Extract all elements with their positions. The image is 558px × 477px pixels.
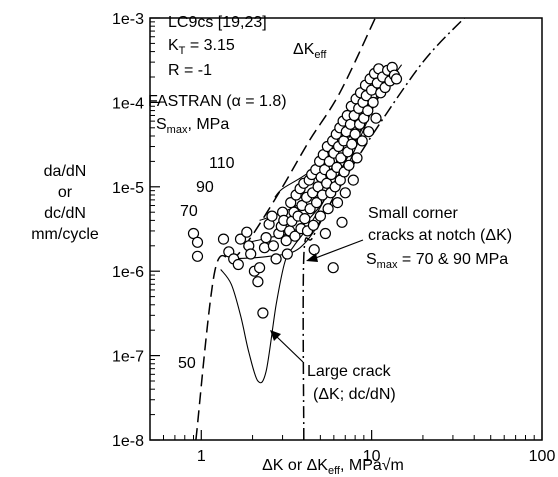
large-crack-line-2: (ΔK; dc/dN) <box>313 386 396 403</box>
y-tick-label: 1e-3 <box>112 11 144 28</box>
plot-frame <box>149 17 543 441</box>
x-axis-label: ΔK or ΔKeff, MPa√m <box>262 457 404 477</box>
y-tick-label: 1e-5 <box>112 180 144 197</box>
data-point <box>349 128 361 140</box>
small-crack-arrow <box>306 239 364 262</box>
y-axis-label-2: or <box>57 184 73 201</box>
curve-label-110: 110 <box>209 155 235 172</box>
data-point <box>336 216 348 228</box>
data-point <box>217 233 230 245</box>
y-axis-label-1: da/dN <box>43 163 87 180</box>
y-tick-label: 1e-8 <box>112 433 144 450</box>
large-crack-line-1: Large crack <box>307 363 392 380</box>
y-axis-label-4: mm/cycle <box>31 226 99 243</box>
model-label: FASTRAN (α = 1.8) <box>148 93 287 110</box>
data-point <box>322 203 334 215</box>
data-point <box>308 244 320 256</box>
data-point <box>311 197 323 209</box>
curve-label-90: 90 <box>196 179 214 196</box>
data-point <box>191 236 204 248</box>
data-point <box>281 248 293 260</box>
data-point <box>254 262 266 274</box>
data-point <box>252 276 264 288</box>
data-point <box>299 213 311 225</box>
data-point <box>234 233 247 245</box>
curve-large-crack <box>302 18 465 440</box>
data-point <box>232 258 244 271</box>
data-point <box>351 152 363 164</box>
x-tick-label: 1 <box>197 448 206 465</box>
data-point <box>314 210 326 222</box>
data-points <box>187 61 403 319</box>
data-point <box>327 262 339 274</box>
smax-label: Smax, MPa <box>156 116 229 136</box>
data-point <box>362 104 374 117</box>
data-point <box>363 126 375 138</box>
data-point <box>370 112 382 124</box>
x-tick-label: 10 <box>363 448 381 465</box>
data-point <box>258 242 271 254</box>
data-point <box>356 135 368 147</box>
data-point <box>280 235 292 247</box>
y-tick-label: 1e-7 <box>112 349 144 366</box>
x-tick-label: 100 <box>529 448 556 465</box>
data-point <box>346 138 358 150</box>
data-point <box>289 230 301 242</box>
data-point <box>339 187 351 199</box>
data-point <box>343 159 355 171</box>
data-point <box>241 226 253 238</box>
data-point <box>319 227 331 240</box>
dkeff-label: ΔKeff <box>293 41 327 61</box>
data-point <box>245 248 257 260</box>
data-point <box>335 152 347 164</box>
small-crack-line-2: cracks at notch (ΔK) <box>368 227 512 244</box>
y-tick-label: 1e-4 <box>112 95 144 112</box>
data-point <box>331 197 344 209</box>
large-crack-arrow <box>270 330 304 363</box>
data-point <box>270 253 282 265</box>
small-crack-line-3: Smax = 70 & 90 MPa <box>366 251 508 271</box>
curve-label-70: 70 <box>180 203 198 220</box>
info-line-3: R = -1 <box>168 62 212 79</box>
data-point <box>257 307 269 319</box>
data-point <box>367 96 379 109</box>
data-point <box>191 250 204 262</box>
info-line-2: KT = 3.15 <box>168 37 235 57</box>
data-point <box>307 219 319 231</box>
data-point <box>266 210 278 222</box>
info-line-1: LC9cs [19,23] <box>168 14 267 31</box>
data-point <box>390 73 403 85</box>
y-axis-label-3: dc/dN <box>44 205 86 222</box>
data-point <box>267 240 279 252</box>
curve-label-50: 50 <box>178 355 196 372</box>
small-crack-line-1: Small corner <box>368 205 458 222</box>
curve--k-eff <box>195 18 376 440</box>
data-point <box>347 174 359 186</box>
data-point <box>285 197 297 209</box>
data-point <box>260 232 272 244</box>
y-tick-label: 1e-6 <box>112 264 144 281</box>
